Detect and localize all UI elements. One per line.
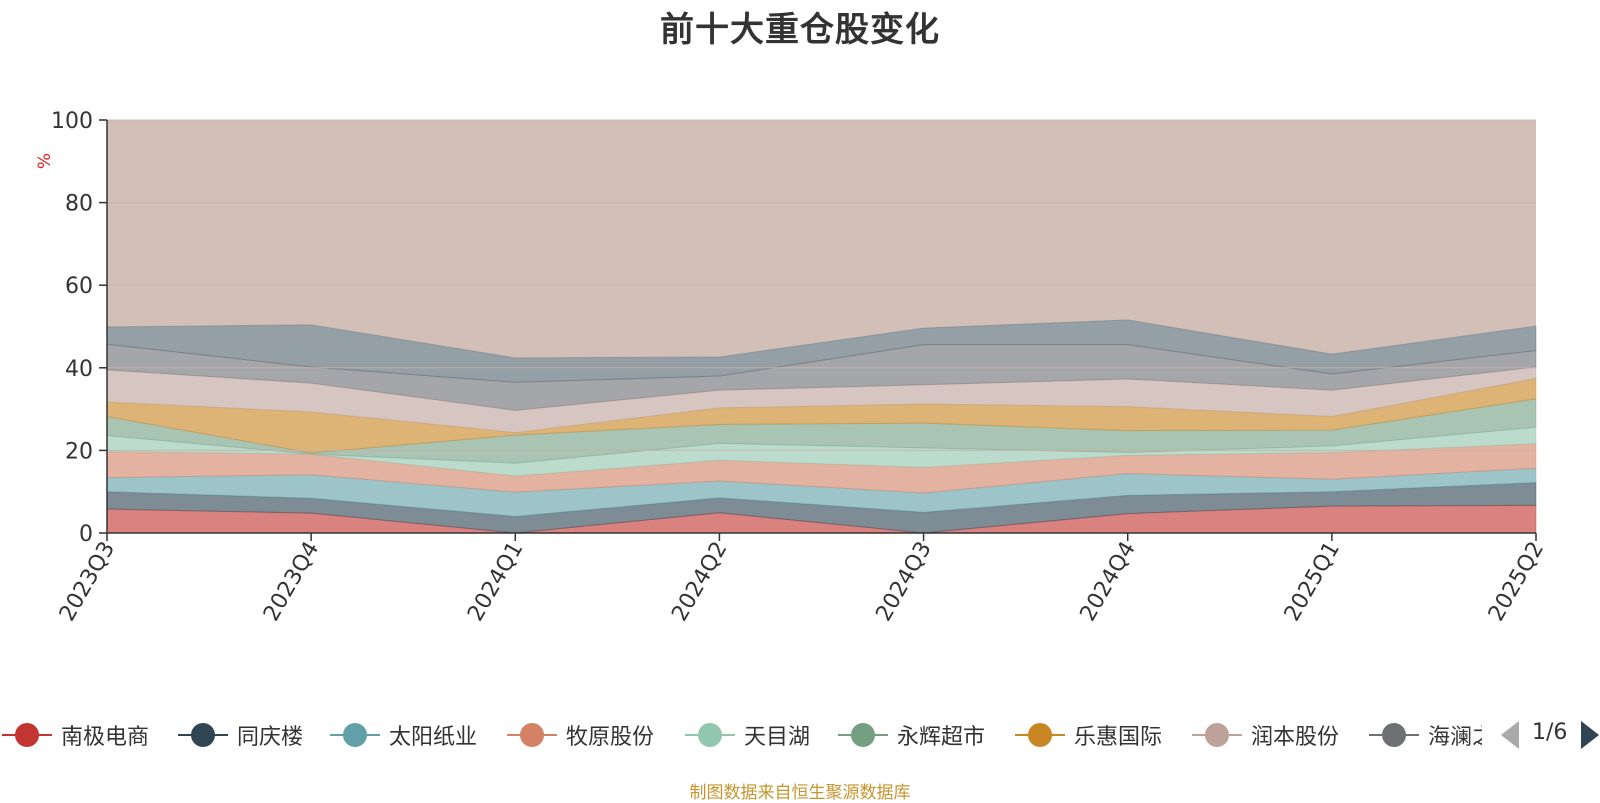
legend-item[interactable]: 永辉超市 bbox=[838, 710, 985, 760]
legend-items-viewport: 南极电商 同庆楼 太阳纸业 牧原股份 天目湖 永辉超市 乐惠国际 润本股份 海澜之家 bbox=[0, 710, 1482, 760]
legend-label: 润本股份 bbox=[1251, 725, 1340, 750]
area-band bbox=[106, 319, 1537, 383]
others-area-layer bbox=[107, 120, 1536, 358]
area-band bbox=[106, 467, 1537, 517]
y-tick-label: 40 bbox=[65, 357, 93, 382]
legend-item[interactable]: 牧原股份 bbox=[507, 710, 654, 760]
legend-item[interactable]: 润本股份 bbox=[1192, 710, 1339, 760]
y-tick-label: 100 bbox=[51, 109, 93, 134]
area-band bbox=[106, 482, 1537, 534]
legend-symbol-icon bbox=[1192, 720, 1242, 750]
stacked-bands-layer bbox=[106, 319, 1537, 534]
triangle-right-icon bbox=[1581, 721, 1599, 749]
x-tick-label: 2024Q1 bbox=[463, 538, 528, 626]
x-tick-label: 2023Q3 bbox=[55, 538, 120, 626]
legend-symbol-icon bbox=[838, 720, 888, 750]
legend-symbol-icon bbox=[507, 720, 557, 750]
x-tick-label: 2023Q4 bbox=[259, 538, 324, 626]
legend-symbol-icon bbox=[1015, 720, 1065, 750]
legend-item[interactable]: 海澜之家 bbox=[1369, 710, 1482, 760]
area-band bbox=[106, 343, 1537, 411]
y-tick-label: 60 bbox=[65, 274, 93, 299]
legend-next-page-button[interactable] bbox=[1577, 710, 1600, 760]
y-tick-label: 0 bbox=[79, 522, 93, 547]
legend-item[interactable]: 南极电商 bbox=[2, 710, 149, 760]
legend-label: 太阳纸业 bbox=[389, 725, 478, 750]
x-tick-label: 2025Q2 bbox=[1484, 538, 1549, 626]
legend-label: 海澜之家 bbox=[1428, 725, 1482, 750]
y-tick-label: 20 bbox=[65, 439, 93, 464]
x-tick-label: 2025Q1 bbox=[1280, 538, 1345, 626]
legend-label: 永辉超市 bbox=[897, 725, 986, 750]
legend-symbol-icon bbox=[1369, 720, 1419, 750]
source-note: 制图数据来自恒生聚源数据库 bbox=[689, 783, 911, 803]
legend-label: 牧原股份 bbox=[566, 725, 655, 750]
triangle-left-icon bbox=[1501, 721, 1519, 749]
legend-item[interactable]: 太阳纸业 bbox=[330, 710, 477, 760]
y-axis-label: % bbox=[35, 153, 55, 169]
legend-symbol-icon bbox=[685, 720, 735, 750]
legend-label: 南极电商 bbox=[61, 725, 150, 750]
x-tick-label: 2024Q3 bbox=[871, 538, 936, 626]
legend-label: 天目湖 bbox=[744, 725, 811, 750]
chart-title: 前十大重仓股变化 bbox=[660, 10, 940, 50]
legend-page-indicator: 1/6 bbox=[1532, 720, 1568, 745]
legend-item[interactable]: 乐惠国际 bbox=[1015, 710, 1162, 760]
legend-symbol-icon bbox=[178, 720, 228, 750]
y-tick-label: 80 bbox=[65, 192, 93, 217]
area-band bbox=[106, 366, 1537, 434]
x-tick-label: 2024Q2 bbox=[667, 538, 732, 626]
legend-symbol-icon bbox=[330, 720, 380, 750]
area-others bbox=[107, 120, 1536, 358]
stacked-area-chart: 0 20 40 60 80 100 2023Q3 2023Q4 2024Q1 2024Q2 2024… bbox=[35, 109, 1549, 626]
legend-prev-page-button[interactable] bbox=[1499, 710, 1523, 760]
legend-item[interactable]: 同庆楼 bbox=[178, 710, 303, 760]
legend-item[interactable]: 天目湖 bbox=[685, 710, 810, 760]
area-band bbox=[106, 377, 1537, 454]
legend-label: 乐惠国际 bbox=[1074, 725, 1163, 750]
grid-layer bbox=[107, 119, 1536, 451]
legend-label: 同庆楼 bbox=[237, 725, 304, 750]
x-tick-label: 2024Q4 bbox=[1076, 538, 1141, 626]
legend: 南极电商 同庆楼 太阳纸业 牧原股份 天目湖 永辉超市 乐惠国际 润本股份 海澜之家 1/6 bbox=[0, 710, 1600, 760]
legend-symbol-icon bbox=[2, 720, 52, 750]
